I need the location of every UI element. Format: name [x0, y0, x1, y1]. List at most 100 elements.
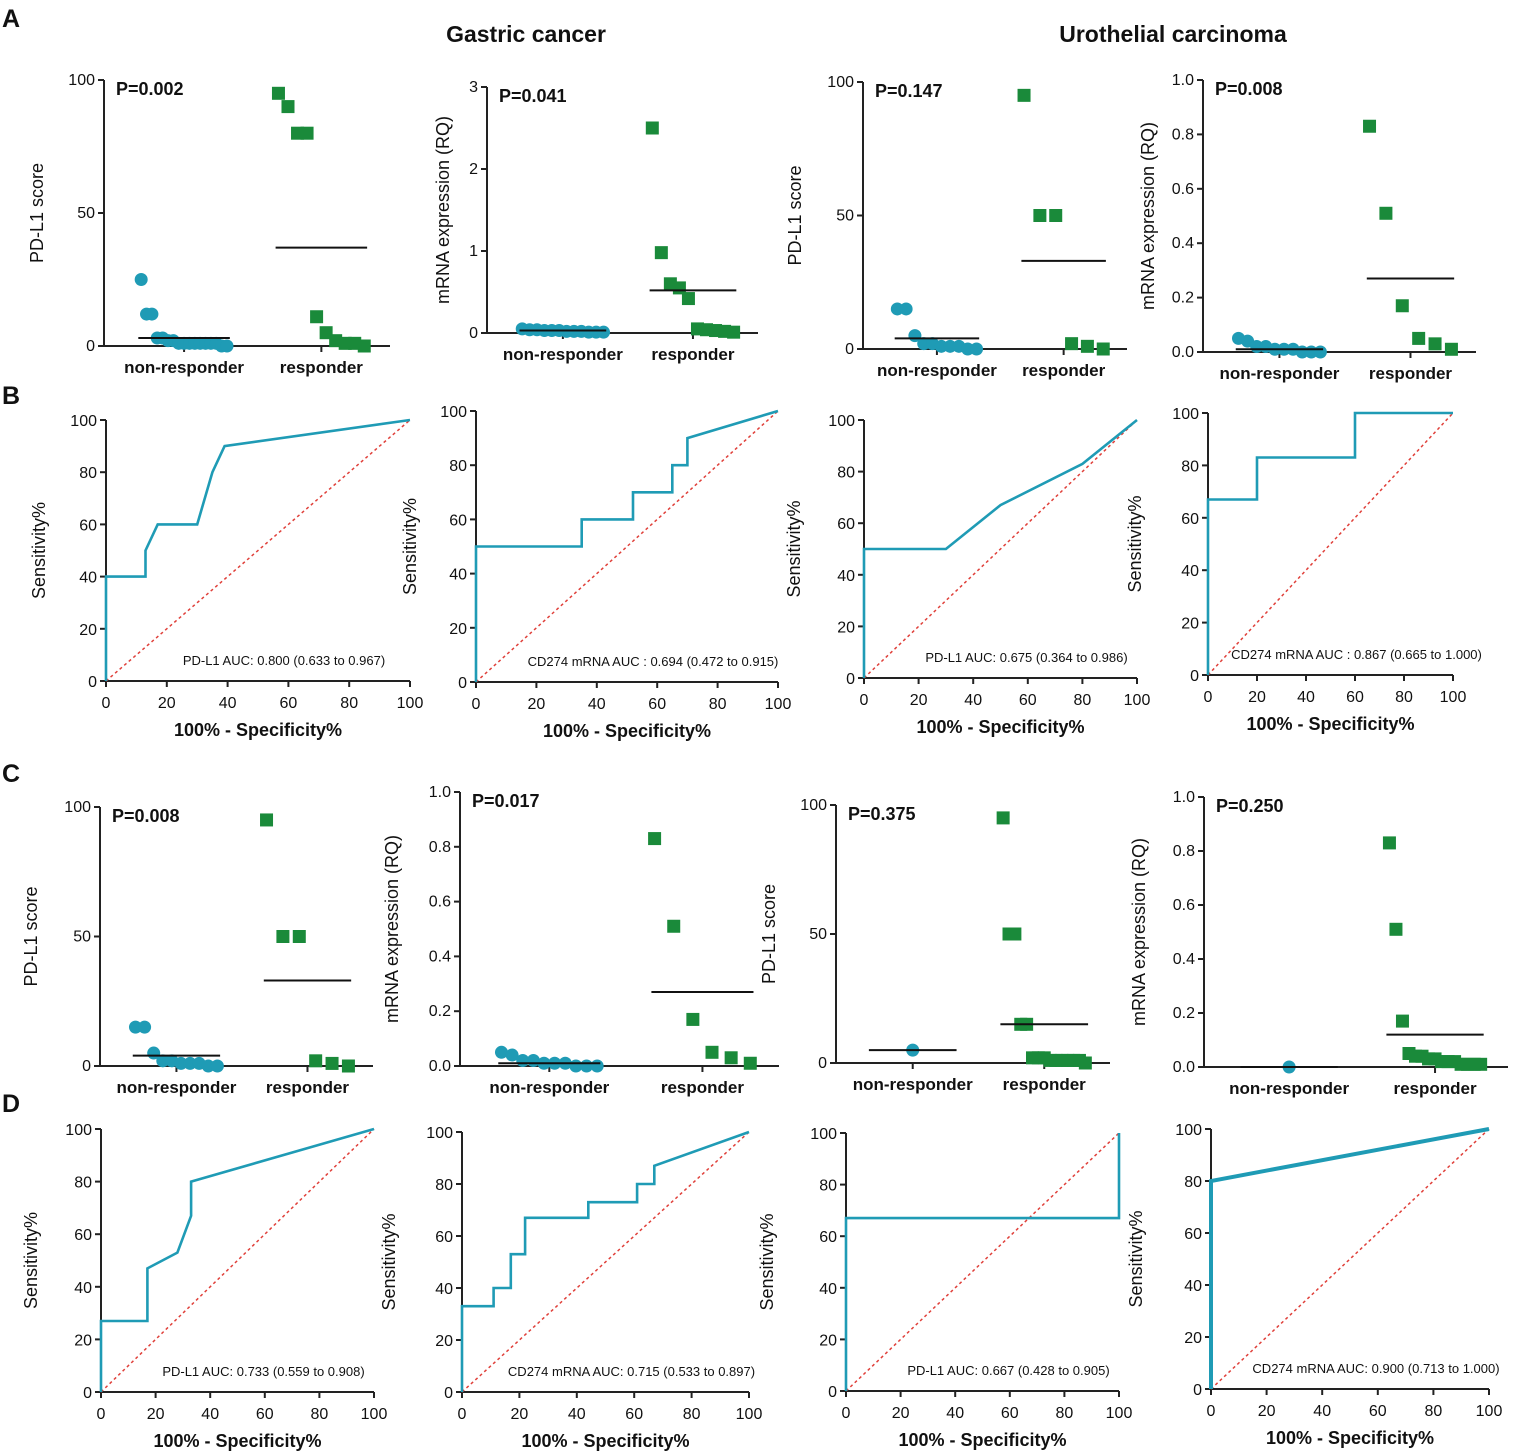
category-label: responder: [1369, 364, 1453, 383]
x-tick-label: 80: [709, 696, 727, 713]
data-point-responder: [1049, 209, 1063, 222]
x-tick-label: 40: [946, 1405, 964, 1422]
category-label: non-responder: [503, 345, 623, 364]
y-tick-label: 0: [444, 1385, 453, 1402]
p-value-label: P=0.041: [499, 86, 567, 106]
x-tick-label: 100: [736, 1406, 763, 1423]
reference-diagonal: [863, 419, 1138, 679]
x-tick-label: 40: [1313, 1403, 1331, 1420]
y-tick-label: 60: [819, 1229, 837, 1246]
data-point-responder: [276, 930, 290, 943]
y-tick-label: 0.6: [1173, 897, 1195, 914]
y-axis-title: Sensitivity%: [379, 1213, 399, 1310]
y-tick-label: 60: [449, 512, 467, 529]
x-tick-label: 20: [158, 695, 176, 712]
data-point-nonresponder: [590, 1059, 604, 1073]
x-tick-label: 60: [1019, 692, 1037, 709]
reference-diagonal: [475, 410, 779, 683]
category-label: responder: [1393, 1079, 1477, 1098]
y-tick-label: 50: [73, 929, 91, 946]
panel-letter-c: C: [2, 760, 20, 788]
y-tick-label: 80: [837, 465, 855, 482]
data-point-nonresponder: [899, 302, 913, 316]
x-tick-label: 20: [147, 1406, 165, 1423]
data-point-responder: [260, 813, 274, 827]
x-tick-label: 0: [97, 1406, 106, 1423]
data-point-responder: [325, 1056, 339, 1070]
x-tick-label: 20: [1258, 1403, 1276, 1420]
x-tick-label: 40: [588, 696, 606, 713]
y-axis-title: Sensitivity%: [400, 498, 420, 595]
y-tick-label: 0: [83, 1385, 92, 1402]
roc-curve: [862, 418, 1138, 678]
x-tick-label: 40: [964, 692, 982, 709]
data-point-responder: [996, 811, 1010, 825]
y-tick-label: 20: [79, 622, 97, 639]
y-tick-label: 20: [435, 1333, 453, 1350]
reference-diagonal: [105, 419, 411, 682]
data-point-responder: [1017, 88, 1031, 102]
panel-letter-d: D: [2, 1090, 20, 1118]
p-value-label: P=0.250: [1216, 796, 1284, 816]
y-tick-label: 20: [1181, 616, 1199, 633]
y-tick-label: 0.4: [1173, 951, 1195, 968]
y-tick-label: 20: [449, 621, 467, 638]
x-tick-label: 80: [311, 1406, 329, 1423]
y-tick-label: 0: [818, 1055, 827, 1072]
y-axis-title: Sensitivity%: [21, 1212, 41, 1309]
y-tick-label: 1: [469, 243, 478, 260]
y-tick-label: 100: [800, 797, 827, 814]
y-tick-label: 0.2: [1172, 290, 1194, 307]
y-tick-label: 80: [1181, 458, 1199, 475]
x-tick-label: 40: [219, 695, 237, 712]
chart-13: 00 20 20 40 40 60 60 80 80 100 100 Sensitivity% 100%…: [21, 1122, 387, 1451]
x-tick-label: 80: [340, 695, 358, 712]
category-label: non-responder: [116, 1078, 236, 1097]
x-tick-label: 80: [1056, 1405, 1074, 1422]
x-tick-label: 20: [511, 1406, 529, 1423]
x-axis-title: 100% - Specificity%: [1246, 714, 1414, 734]
x-tick-label: 40: [201, 1406, 219, 1423]
y-tick-label: 0: [82, 1058, 91, 1075]
y-tick-label: 0: [845, 341, 854, 358]
y-tick-label: 0.6: [1172, 181, 1194, 198]
data-point-responder: [1033, 209, 1047, 222]
auc-annotation: PD-L1 AUC: 0.733 (0.559 to 0.908): [162, 1364, 364, 1379]
x-axis-title: 100% - Specificity%: [521, 1431, 689, 1451]
panel-letter-a: A: [2, 5, 20, 33]
y-tick-label: 20: [819, 1332, 837, 1349]
chart-2: 0 1 2 3 non-responder responder mRNA expressio…: [433, 79, 758, 364]
y-tick-label: 50: [836, 208, 854, 225]
chart-16: 00 20 20 40 40 60 60 80 80 100 100 Sensitivity% 100%…: [1126, 1122, 1502, 1448]
x-tick-label: 60: [1001, 1405, 1019, 1422]
y-tick-label: 80: [74, 1175, 92, 1192]
category-label: non-responder: [877, 361, 997, 380]
y-tick-label: 0: [1193, 1382, 1202, 1399]
y-tick-label: 80: [1184, 1174, 1202, 1191]
y-tick-label: 100: [65, 1122, 92, 1139]
x-tick-label: 0: [860, 692, 869, 709]
p-value-label: P=0.008: [112, 806, 180, 826]
chart-7: 00 20 20 40 40 60 60 80 80 100 100 Sensitivity% 100%…: [784, 413, 1150, 737]
roc-curve: [1206, 411, 1453, 675]
reference-diagonal: [845, 1132, 1120, 1392]
auc-annotation: CD274 mRNA AUC : 0.694 (0.472 to 0.915): [528, 654, 779, 669]
y-axis-title: Sensitivity%: [1126, 1210, 1146, 1307]
y-tick-label: 80: [79, 465, 97, 482]
y-tick-label: 20: [1184, 1330, 1202, 1347]
y-tick-label: 100: [70, 413, 97, 430]
p-value-label: P=0.147: [875, 81, 943, 101]
y-axis-title: mRNA expression (RQ): [382, 835, 402, 1023]
y-tick-label: 100: [827, 74, 854, 91]
data-point-responder: [1444, 342, 1458, 356]
y-tick-label: 100: [68, 72, 95, 89]
y-axis-title: PD-L1 score: [21, 886, 41, 986]
y-axis-title: PD-L1 score: [27, 163, 47, 263]
y-tick-label: 0.8: [1173, 843, 1195, 860]
y-tick-label: 40: [449, 567, 467, 584]
x-tick-label: 80: [1074, 692, 1092, 709]
y-tick-label: 0.2: [429, 1003, 451, 1020]
data-point-responder: [1096, 342, 1110, 356]
category-label: responder: [1003, 1075, 1087, 1094]
